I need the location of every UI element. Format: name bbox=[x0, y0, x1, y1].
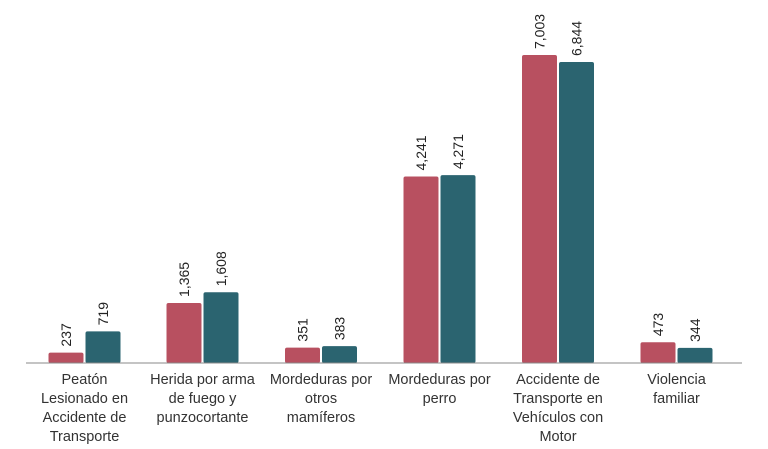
category-label-3: Mordeduras por otros mamíferos bbox=[270, 372, 373, 426]
category-label-line: Herida por arma bbox=[150, 372, 256, 388]
category-label-line: Mordeduras por bbox=[388, 372, 491, 388]
data-label-series2-cat3: 383 bbox=[332, 317, 348, 341]
bar-series2-cat6 bbox=[677, 347, 713, 363]
data-label-series1-cat1: 237 bbox=[58, 323, 74, 347]
bar-series2-cat1 bbox=[85, 331, 121, 363]
category-label-line: familiar bbox=[653, 391, 700, 407]
category-label-line: Transporte en bbox=[513, 391, 603, 407]
category-label-line: otros bbox=[305, 391, 337, 407]
category-label-2: Herida por arma de fuego y punzocortante bbox=[150, 372, 256, 426]
data-label-series2-cat1: 719 bbox=[95, 302, 111, 326]
bar-series2-cat5 bbox=[559, 61, 594, 363]
category-label-line: Accidente de bbox=[516, 372, 600, 388]
category-label-line: mamíferos bbox=[287, 410, 356, 426]
category-label-line: perro bbox=[423, 391, 457, 407]
category-label-line: Transporte bbox=[50, 429, 120, 445]
category-label-1: Peatón Lesionado en Accidente de Transporte bbox=[41, 372, 128, 445]
category-label-6: Violencia familiar bbox=[647, 372, 707, 407]
bar-series1-cat1 bbox=[48, 352, 84, 363]
category-label-4: Mordeduras por perro bbox=[388, 372, 491, 407]
category-labels-group: Peatón Lesionado en Accidente de Transporte… bbox=[41, 372, 707, 445]
category-label-line: Vehículos con bbox=[513, 410, 603, 426]
data-label-series1-cat5: 7,003 bbox=[532, 14, 548, 49]
category-label-line: Lesionado en bbox=[41, 391, 128, 407]
data-label-series2-cat4: 4,271 bbox=[450, 134, 466, 169]
category-label-5: Accidente de Transporte en Vehículos con Mo… bbox=[513, 372, 603, 445]
value-labels-group: 237 719 1,365 1,608 351 383 4,241 4,271 7,003 6,8… bbox=[58, 14, 703, 347]
category-label-line: Violencia bbox=[647, 372, 707, 388]
bar-series1-cat3 bbox=[285, 347, 320, 363]
category-label-line: Accidente de bbox=[43, 410, 127, 426]
category-label-line: Motor bbox=[539, 429, 576, 445]
bar-series1-cat5 bbox=[522, 55, 557, 363]
category-label-line: de fuego y bbox=[169, 391, 237, 407]
data-label-series1-cat2: 1,365 bbox=[176, 262, 192, 297]
data-label-series1-cat3: 351 bbox=[295, 318, 311, 342]
category-label-line: Peatón bbox=[62, 372, 108, 388]
data-label-series2-cat5: 6,844 bbox=[569, 21, 585, 56]
bar-series1-cat6 bbox=[640, 342, 676, 363]
data-label-series1-cat4: 4,241 bbox=[413, 135, 429, 170]
bar-series1-cat2 bbox=[166, 302, 202, 363]
data-label-series1-cat6: 473 bbox=[650, 313, 666, 337]
bar-series2-cat2 bbox=[203, 292, 239, 363]
data-label-series2-cat2: 1,608 bbox=[213, 251, 229, 286]
data-label-series2-cat6: 344 bbox=[687, 318, 703, 342]
bar-series2-cat4 bbox=[440, 175, 476, 363]
category-label-line: punzocortante bbox=[157, 410, 249, 426]
bar-series2-cat3 bbox=[322, 346, 357, 363]
category-label-line: Mordeduras por bbox=[270, 372, 373, 388]
bars-group bbox=[48, 55, 713, 363]
bar-series1-cat4 bbox=[403, 176, 439, 363]
